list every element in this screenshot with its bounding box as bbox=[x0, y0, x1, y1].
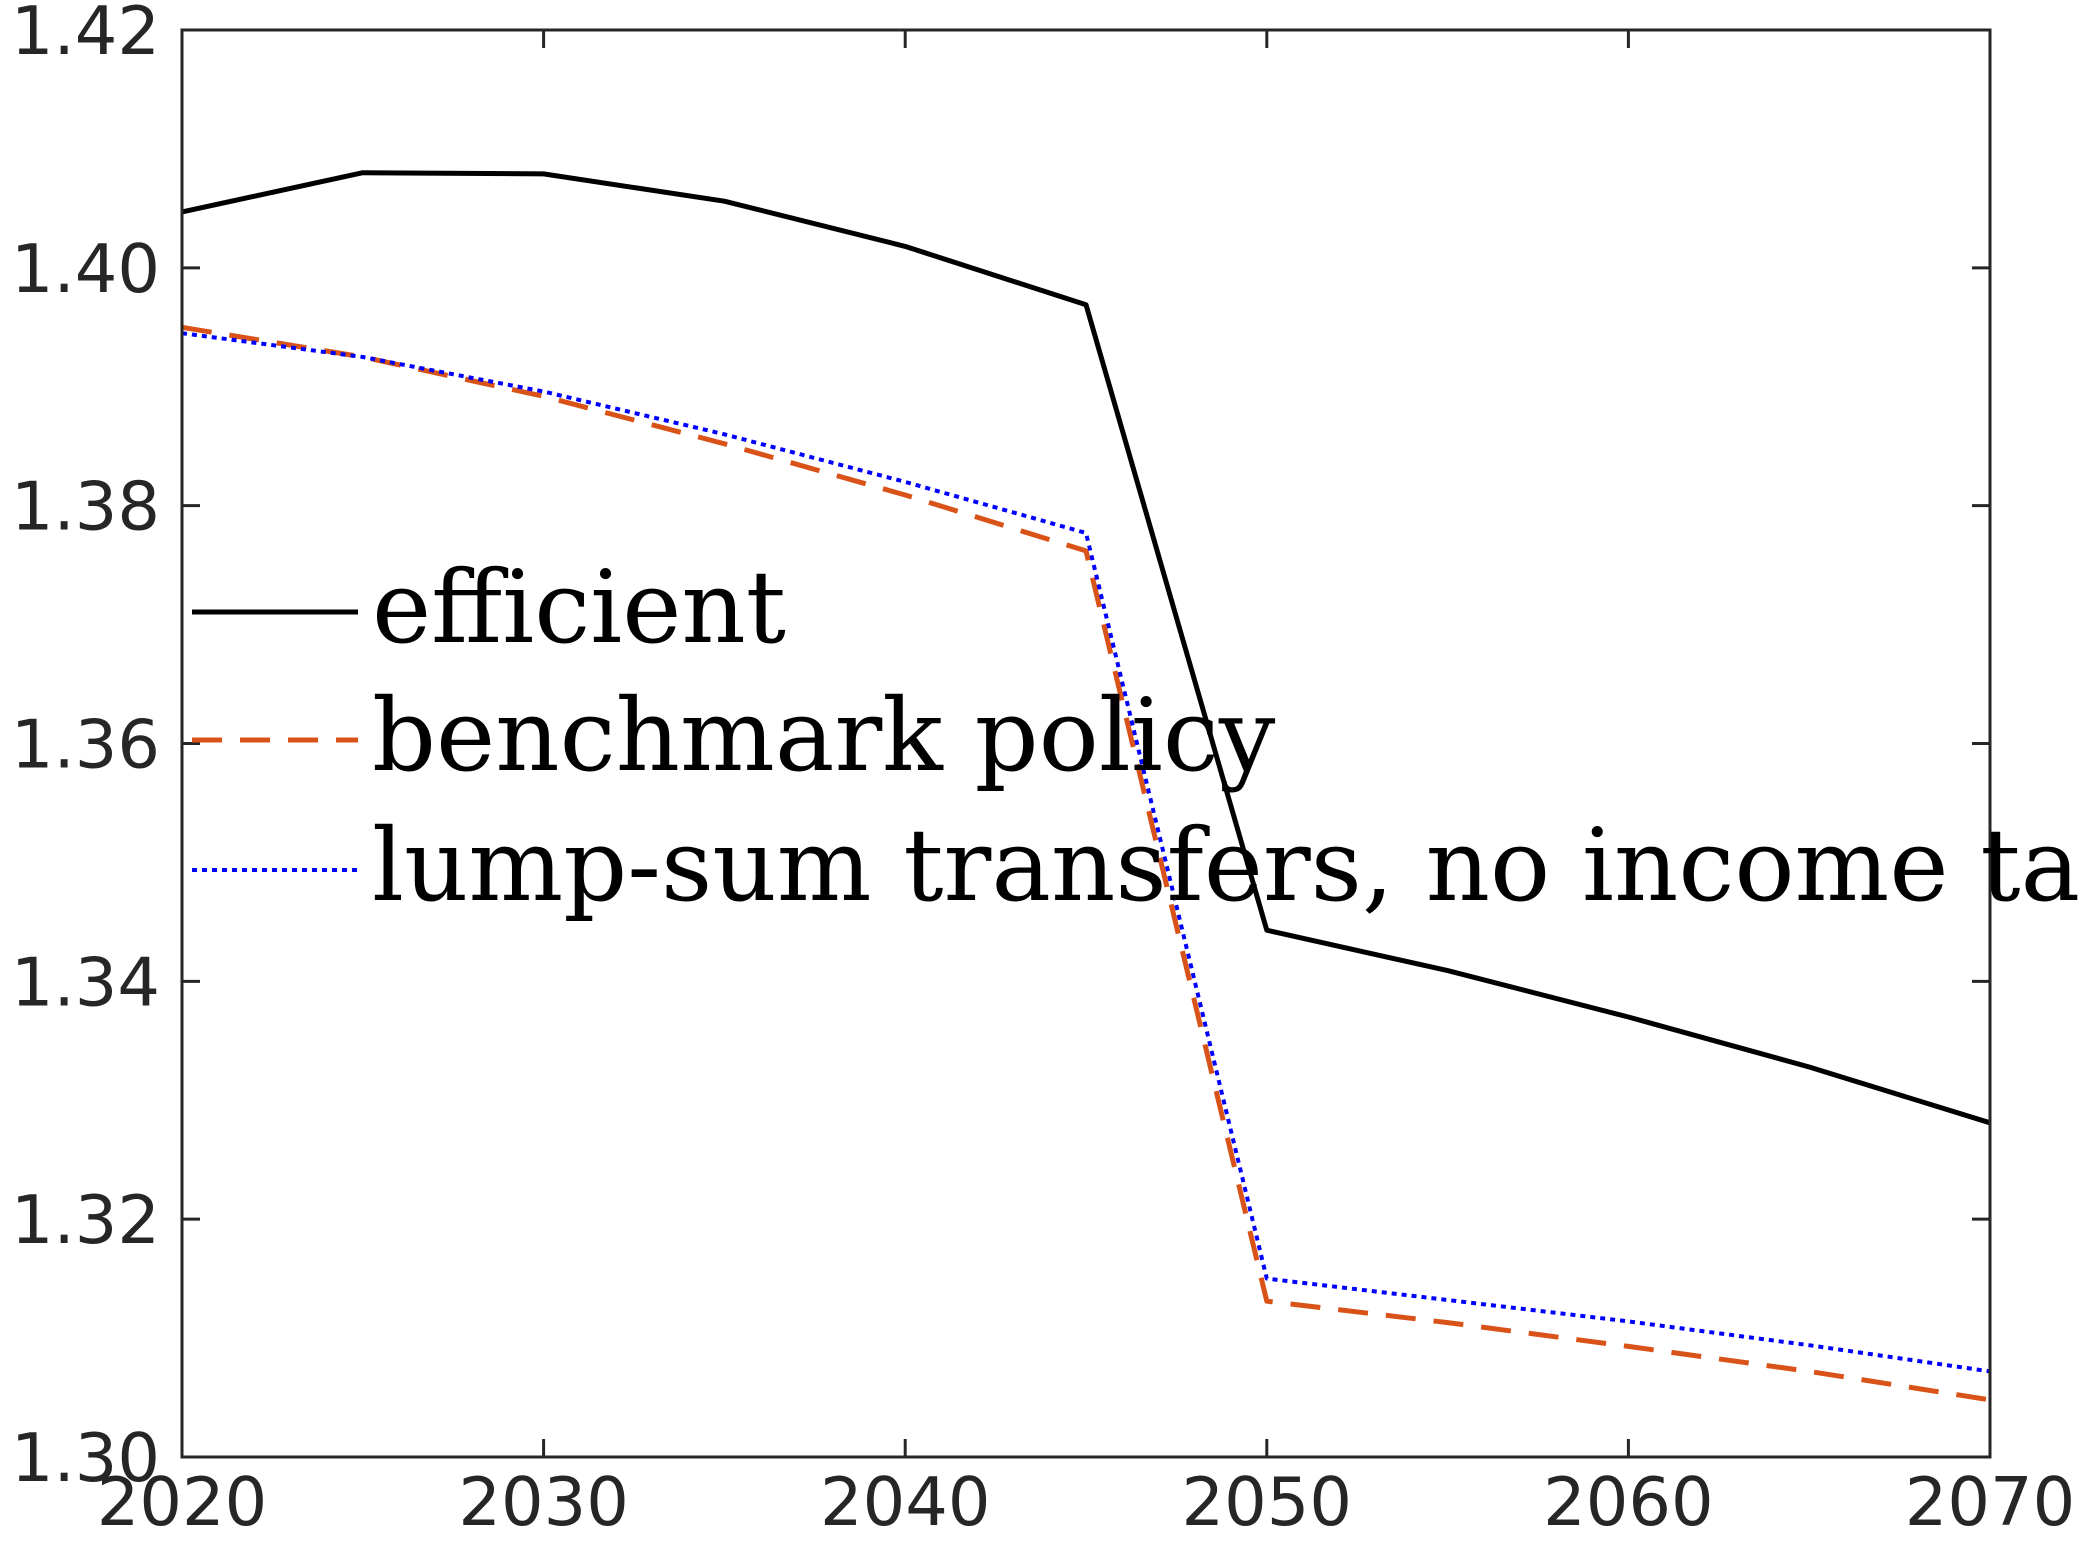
y-tick-label: 1.38 bbox=[11, 468, 160, 546]
series-layer bbox=[181, 170, 1991, 1403]
series-line-0 bbox=[181, 170, 1991, 1126]
legend-label-0: efficient bbox=[372, 549, 786, 666]
y-tick-label: 1.40 bbox=[11, 230, 160, 308]
axes-frame bbox=[180, 28, 1992, 1459]
y-tick-label: 1.32 bbox=[11, 1181, 160, 1259]
legend-label-2: lump-sum transfers, no income tax bbox=[372, 807, 2079, 924]
x-tick-label: 2030 bbox=[458, 1463, 629, 1541]
x-tick-label: 2020 bbox=[97, 1463, 268, 1541]
x-tick-label: 2040 bbox=[820, 1463, 991, 1541]
y-tick-label: 1.34 bbox=[11, 943, 160, 1021]
legend-label-1: benchmark policy bbox=[372, 677, 1276, 794]
y-tick-label: 1.42 bbox=[11, 0, 160, 70]
x-tick-label: 2060 bbox=[1543, 1463, 1714, 1541]
y-tick-label: 1.30 bbox=[11, 1419, 160, 1497]
y-tick-label: 1.36 bbox=[11, 706, 160, 784]
x-tick-label: 2050 bbox=[1182, 1463, 1353, 1541]
series-line-1 bbox=[181, 324, 1991, 1403]
x-tick-label: 2070 bbox=[1905, 1463, 2076, 1541]
ticks-layer: 2020 2030 2040 2050 2060 2070 1.30 1.32 1.34 1.36… bbox=[11, 0, 2075, 1541]
